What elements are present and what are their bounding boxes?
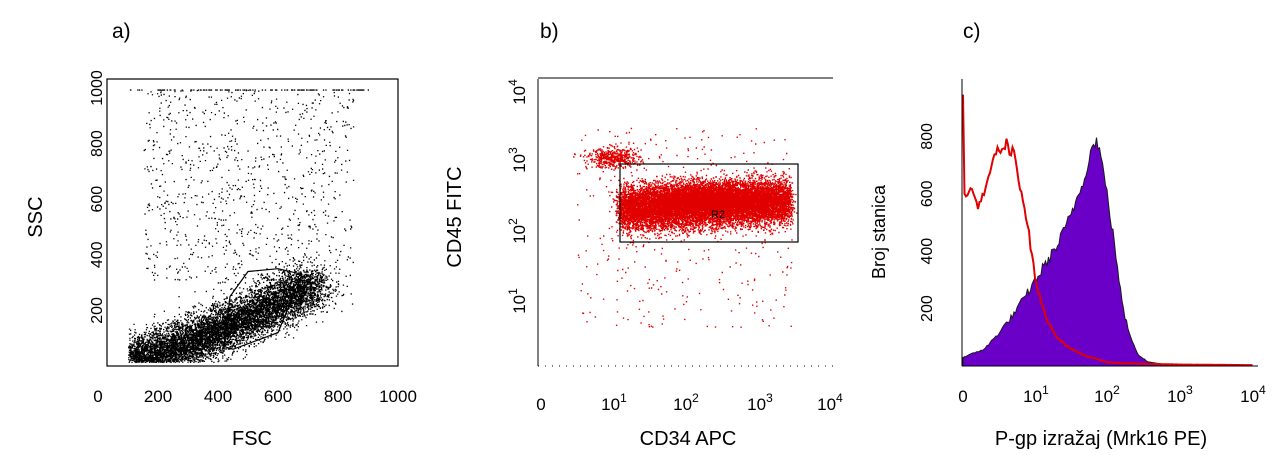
- b-points: [573, 127, 798, 328]
- a-x-tick-1000: 1000: [379, 387, 417, 406]
- c-x-tick-4: 104: [1240, 383, 1266, 406]
- a-y-tick-labels: 200 400 600 800 1000: [89, 70, 106, 324]
- a-gate-polygon: [223, 268, 303, 350]
- b-y-tick-labels: 101 102 103 104: [506, 79, 529, 314]
- c-y-tick-200: 200: [919, 295, 936, 322]
- c-series-line: [962, 94, 1253, 367]
- panel-a-scatter: 0 200 400 600 800 1000 200 400 600 800 1000 FSC S…: [25, 70, 417, 450]
- a-x-tick-400: 400: [204, 387, 232, 406]
- b-x-tick-0: 0: [536, 395, 545, 414]
- b-x-tick-labels: 0 101 102 103 104: [536, 391, 843, 414]
- b-gate-r2: [619, 163, 799, 243]
- c-y-tick-600: 600: [919, 180, 936, 207]
- b-y-tick-1: 102: [506, 218, 529, 244]
- b-point-cloud: [573, 127, 798, 328]
- panel-letter-a: a): [112, 20, 131, 43]
- b-x-tick-2: 102: [673, 391, 699, 414]
- b-y-tick-2: 103: [506, 147, 529, 173]
- b-x-axis-label: CD34 APC: [640, 428, 737, 450]
- a-x-tick-600: 600: [264, 387, 292, 406]
- c-x-tick-labels: 0 101 102 103 104: [958, 383, 1266, 406]
- b-x-tick-4: 104: [817, 391, 843, 414]
- a-plot-frame: [106, 78, 399, 367]
- panel-c-histogram: 0 101 102 103 104 200 400 600 800 P-gp izražaj …: [869, 79, 1266, 450]
- panel-b-scatter: R2 0 101 102 103 104 101 102 103 104 CD34 APC C…: [444, 77, 843, 450]
- b-x-tick-3: 103: [747, 391, 773, 414]
- c-y-axis-label: Broj stanica: [869, 184, 889, 279]
- c-y-tick-400: 400: [919, 238, 936, 265]
- a-y-tick-800: 800: [89, 130, 106, 157]
- b-y-tick-3: 104: [506, 79, 529, 105]
- a-x-axis-label: FSC: [232, 428, 272, 450]
- a-y-axis-label: SSC: [25, 196, 47, 237]
- b-y-axis-label: CD45 FITC: [444, 166, 466, 267]
- a-y-tick-1000: 1000: [89, 70, 106, 106]
- c-x-tick-1: 101: [1023, 383, 1049, 406]
- panel-letter-b: b): [540, 20, 559, 43]
- c-series-filled: [962, 137, 1253, 367]
- c-y-tick-labels: 200 400 600 800: [919, 123, 936, 322]
- a-point-cloud: [128, 89, 369, 364]
- a-x-tick-labels: 0 200 400 600 800 1000: [93, 387, 417, 406]
- a-y-tick-400: 400: [89, 241, 106, 268]
- c-x-axis-label: P-gp izražaj (Mrk16 PE): [995, 428, 1207, 450]
- c-y-tick-800: 800: [919, 123, 936, 150]
- c-x-tick-0: 0: [958, 387, 967, 406]
- a-y-tick-200: 200: [89, 297, 106, 324]
- c-x-tick-2: 102: [1094, 383, 1120, 406]
- b-y-tick-0: 101: [506, 288, 529, 314]
- a-x-tick-200: 200: [144, 387, 172, 406]
- a-x-tick-0: 0: [93, 387, 102, 406]
- a-points: [128, 89, 369, 364]
- b-x-tick-1: 101: [601, 391, 627, 414]
- b-gate-label: R2: [711, 209, 725, 221]
- c-x-tick-3: 103: [1167, 383, 1193, 406]
- a-x-tick-800: 800: [324, 387, 352, 406]
- panel-letter-c: c): [963, 20, 981, 43]
- a-y-tick-600: 600: [89, 186, 106, 213]
